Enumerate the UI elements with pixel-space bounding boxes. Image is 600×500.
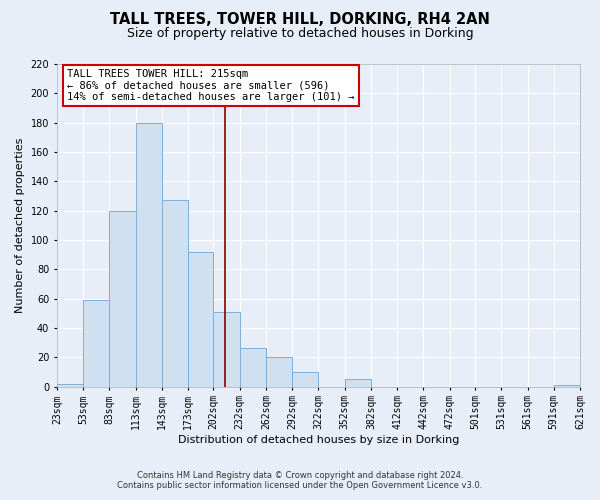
Bar	[214, 312, 239, 386]
Bar	[83, 300, 109, 386]
Bar	[57, 384, 83, 386]
Bar	[344, 379, 371, 386]
X-axis label: Distribution of detached houses by size in Dorking: Distribution of detached houses by size …	[178, 435, 459, 445]
Bar	[109, 210, 136, 386]
Text: TALL TREES TOWER HILL: 215sqm
← 86% of detached houses are smaller (596)
14% of : TALL TREES TOWER HILL: 215sqm ← 86% of d…	[67, 69, 355, 102]
Bar	[266, 357, 292, 386]
Text: Size of property relative to detached houses in Dorking: Size of property relative to detached ho…	[127, 28, 473, 40]
Y-axis label: Number of detached properties: Number of detached properties	[15, 138, 25, 313]
Bar	[136, 122, 162, 386]
Bar	[162, 200, 188, 386]
Bar	[188, 252, 214, 386]
Bar	[554, 385, 580, 386]
Bar	[292, 372, 319, 386]
Text: Contains HM Land Registry data © Crown copyright and database right 2024.
Contai: Contains HM Land Registry data © Crown c…	[118, 470, 482, 490]
Bar	[239, 348, 266, 387]
Text: TALL TREES, TOWER HILL, DORKING, RH4 2AN: TALL TREES, TOWER HILL, DORKING, RH4 2AN	[110, 12, 490, 28]
